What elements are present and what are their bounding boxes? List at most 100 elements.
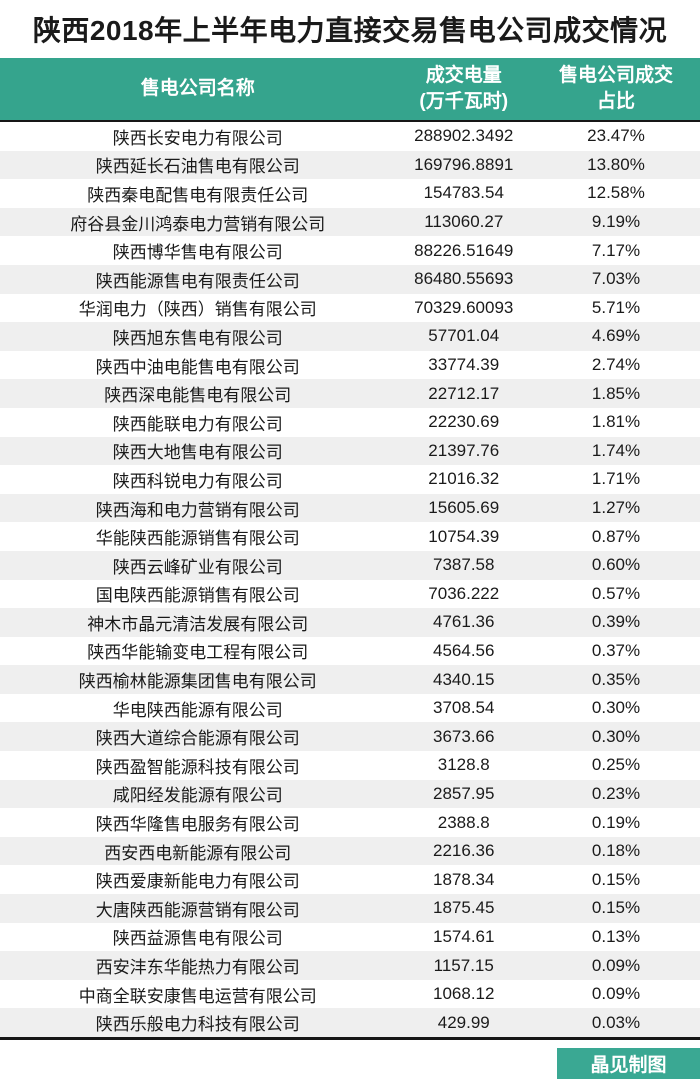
cell-company-name: 陕西大地售电有限公司 xyxy=(112,443,283,463)
table-row: 陕西能源售电有限责任公司 86480.55693 7.03% xyxy=(0,264,700,294)
column-header-share-label-line1: 售电公司成交 xyxy=(558,65,673,86)
cell-volume: 22230.69 xyxy=(428,412,500,432)
cell-share-percent: 7.17% xyxy=(591,240,641,260)
table-row: 陕西科锐电力有限公司 21016.32 1.71% xyxy=(0,465,700,494)
cell-share-percent: 2.74% xyxy=(591,355,641,375)
cell-share-percent: 0.25% xyxy=(591,755,641,775)
table-row: 陕西华隆售电服务有限公司 2388.8 0.19% xyxy=(0,808,700,837)
cell-share-percent: 12.58% xyxy=(587,183,645,203)
cell-share-percent: 0.19% xyxy=(591,812,641,832)
table-row: 陕西深电能售电有限公司 22712.17 1.85% xyxy=(0,379,700,408)
cell-company-name: 陕西华能输变电工程有限公司 xyxy=(87,643,309,663)
table-row: 陕西海和电力营销有限公司 15605.69 1.27% xyxy=(0,493,700,523)
cell-volume: 22712.17 xyxy=(428,383,500,403)
cell-share-percent: 0.09% xyxy=(591,984,641,1004)
cell-company-name: 陕西爱康新能电力有限公司 xyxy=(95,872,300,892)
cell-company-name: 陕西能源售电有限责任公司 xyxy=(95,271,300,291)
cell-share-percent: 0.60% xyxy=(591,555,641,575)
cell-company-name: 陕西深电能售电有限公司 xyxy=(104,386,292,406)
table-row: 大唐陕西能源营销有限公司 1875.45 0.15% xyxy=(0,894,700,923)
cell-company-name: 陕西盈智能源科技有限公司 xyxy=(95,757,300,777)
table-row: 华能陕西能源销售有限公司 10754.39 0.87% xyxy=(0,522,700,551)
table-row: 陕西延长石油售电有限公司 169796.8891 13.80% xyxy=(0,150,700,180)
cell-company-name: 府谷县金川鸿泰电力营销有限公司 xyxy=(70,214,326,234)
column-header-volume-label-line2: (万千瓦时) xyxy=(419,91,509,112)
table-row: 陕西能联电力有限公司 22230.69 1.81% xyxy=(0,408,700,437)
cell-share-percent: 7.03% xyxy=(591,269,641,289)
cell-volume: 4564.56 xyxy=(433,640,495,660)
cell-volume: 70329.60093 xyxy=(414,297,514,317)
table-row: 咸阳经发能源有限公司 2857.95 0.23% xyxy=(0,779,700,809)
table-row: 华电陕西能源有限公司 3708.54 0.30% xyxy=(0,694,700,723)
table-row: 华润电力（陕西）销售有限公司 70329.60093 5.71% xyxy=(0,294,700,323)
cell-company-name: 华电陕西能源有限公司 xyxy=(112,700,283,720)
cell-share-percent: 13.80% xyxy=(587,154,645,174)
cell-company-name: 陕西大道综合能源有限公司 xyxy=(95,729,300,749)
cell-share-percent: 0.18% xyxy=(591,841,641,861)
cell-share-percent: 1.27% xyxy=(591,498,641,518)
cell-volume: 169796.8891 xyxy=(414,154,514,174)
cell-share-percent: 1.74% xyxy=(591,440,641,460)
cell-volume: 154783.54 xyxy=(423,183,504,203)
cell-share-percent: 0.13% xyxy=(591,926,641,946)
cell-share-percent: 0.30% xyxy=(591,726,641,746)
cell-share-percent: 0.03% xyxy=(591,1012,641,1032)
cell-company-name: 华能陕西能源销售有限公司 xyxy=(95,529,300,549)
cell-share-percent: 23.47% xyxy=(587,126,645,146)
cell-share-percent: 0.30% xyxy=(591,698,641,718)
cell-volume: 1875.45 xyxy=(433,898,495,918)
cell-volume: 2388.8 xyxy=(437,812,490,832)
cell-company-name: 陕西榆林能源集团售电有限公司 xyxy=(78,672,317,692)
table-row: 陕西中油电能售电有限公司 33774.39 2.74% xyxy=(0,351,700,380)
cell-volume: 2857.95 xyxy=(433,783,495,803)
cell-company-name: 陕西秦电配售电有限责任公司 xyxy=(87,185,309,205)
cell-company-name: 神木市晶元清洁发展有限公司 xyxy=(87,614,309,634)
cell-company-name: 陕西华隆售电服务有限公司 xyxy=(95,815,300,835)
cell-share-percent: 5.71% xyxy=(591,297,641,317)
table-row: 陕西榆林能源集团售电有限公司 4340.15 0.35% xyxy=(0,665,700,694)
cell-company-name: 陕西长安电力有限公司 xyxy=(112,128,283,148)
cell-volume: 86480.55693 xyxy=(414,269,514,289)
cell-company-name: 陕西科锐电力有限公司 xyxy=(112,471,283,491)
table-row: 陕西盈智能源科技有限公司 3128.8 0.25% xyxy=(0,751,700,780)
cell-company-name: 西安沣东华能热力有限公司 xyxy=(95,958,300,978)
cell-volume: 1157.15 xyxy=(433,955,494,975)
cell-company-name: 陕西能联电力有限公司 xyxy=(112,414,283,434)
cell-volume: 4340.15 xyxy=(433,669,495,689)
table-row: 府谷县金川鸿泰电力营销有限公司 113060.27 9.19% xyxy=(0,207,700,237)
cell-volume: 7387.58 xyxy=(433,555,495,575)
cell-share-percent: 1.85% xyxy=(591,383,641,403)
table-row: 陕西博华售电有限公司 88226.51649 7.17% xyxy=(0,236,700,265)
table-row: 陕西秦电配售电有限责任公司 154783.54 12.58% xyxy=(0,179,700,208)
cell-volume: 3708.54 xyxy=(433,698,495,718)
cell-share-percent: 0.15% xyxy=(591,869,641,889)
cell-volume: 21397.76 xyxy=(428,440,500,460)
cell-company-name: 国电陕西能源销售有限公司 xyxy=(95,586,300,606)
cell-volume: 3673.66 xyxy=(433,726,495,746)
cell-volume: 1574.61 xyxy=(433,926,495,946)
table-header-row: 售电公司名称 成交电量 (万千瓦时) 售电公司成交 占比 xyxy=(0,58,700,122)
cell-volume: 3128.8 xyxy=(437,755,490,775)
cell-volume: 33774.39 xyxy=(428,355,500,375)
column-header-company-name: 售电公司名称 xyxy=(0,58,396,120)
cell-share-percent: 0.57% xyxy=(591,583,641,603)
column-header-volume-label-line1: 成交电量 xyxy=(425,65,502,86)
cell-volume: 2216.36 xyxy=(433,841,495,861)
cell-share-percent: 0.15% xyxy=(591,898,641,918)
table-row: 陕西华能输变电工程有限公司 4564.56 0.37% xyxy=(0,637,700,666)
cell-company-name: 陕西乐般电力科技有限公司 xyxy=(95,1015,300,1035)
cell-volume: 288902.3492 xyxy=(414,126,514,146)
table-row: 陕西旭东售电有限公司 57701.04 4.69% xyxy=(0,322,700,351)
table-row: 陕西益源售电有限公司 1574.61 0.13% xyxy=(0,923,700,952)
cell-volume: 21016.32 xyxy=(428,469,500,489)
cell-share-percent: 1.81% xyxy=(591,412,641,432)
table-row: 中商全联安康售电运营有限公司 1068.12 0.09% xyxy=(0,980,700,1009)
table-bottom-rule xyxy=(0,1037,700,1040)
cell-company-name: 陕西云峰矿业有限公司 xyxy=(112,557,283,577)
table-row: 陕西乐般电力科技有限公司 429.99 0.03% xyxy=(0,1008,700,1037)
column-header-share-label-line2: 占比 xyxy=(596,91,635,112)
table-row: 陕西爱康新能电力有限公司 1878.34 0.15% xyxy=(0,865,700,894)
cell-company-name: 大唐陕西能源营销有限公司 xyxy=(95,900,300,920)
cell-volume: 429.99 xyxy=(437,1012,490,1032)
page-title: 陕西2018年上半年电力直接交易售电公司成交情况 xyxy=(32,15,668,46)
